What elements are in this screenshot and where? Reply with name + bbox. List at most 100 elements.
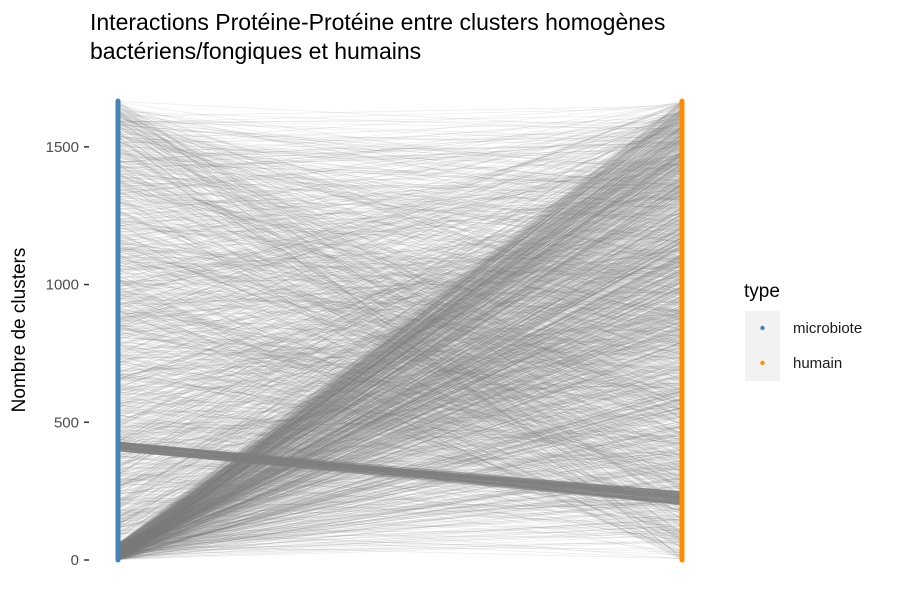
- link-line: [117, 147, 683, 558]
- link-line: [117, 158, 683, 560]
- link-line: [117, 199, 683, 380]
- link-line: [117, 211, 683, 408]
- link-line: [117, 318, 683, 552]
- link-line: [117, 237, 683, 556]
- link-line: [117, 135, 683, 552]
- link-line: [117, 227, 683, 561]
- link-line: [117, 320, 683, 332]
- link-line: [117, 156, 683, 188]
- link-line: [117, 278, 683, 552]
- link-line: [117, 310, 683, 546]
- link-line: [117, 346, 683, 548]
- link-line: [117, 169, 683, 558]
- link-line: [117, 164, 683, 320]
- link-line: [117, 335, 683, 551]
- link-line: [117, 342, 683, 561]
- link-line: [117, 240, 683, 355]
- link-line: [117, 121, 683, 560]
- link-line: [117, 132, 683, 525]
- link-line: [117, 297, 683, 552]
- link-line: [117, 155, 683, 372]
- link-line: [117, 149, 683, 549]
- link-line: [117, 261, 683, 395]
- link-line: [117, 112, 683, 213]
- link-line: [117, 361, 683, 449]
- link-line: [117, 254, 683, 552]
- link-line: [117, 316, 683, 551]
- link-line: [117, 131, 683, 475]
- link-line: [117, 114, 683, 305]
- link-line: [117, 250, 683, 548]
- link-line: [117, 159, 683, 558]
- link-line: [117, 250, 683, 499]
- link-line: [117, 311, 683, 337]
- link-line: [117, 382, 683, 407]
- link-line: [117, 374, 683, 548]
- link-line: [117, 126, 683, 555]
- link-line: [117, 132, 683, 216]
- link-line: [117, 197, 683, 505]
- link-line: [117, 345, 683, 557]
- link-line: [117, 165, 683, 405]
- link-line: [117, 113, 683, 561]
- link-line: [117, 163, 683, 545]
- link-line: [117, 439, 683, 483]
- link-line: [117, 143, 683, 274]
- link-line: [117, 425, 683, 440]
- link-line: [117, 425, 683, 551]
- link-line: [117, 120, 683, 365]
- link-line: [117, 285, 683, 502]
- link-line: [117, 299, 683, 550]
- link-line: [117, 155, 683, 549]
- link-line: [117, 213, 683, 321]
- link-line: [117, 174, 683, 561]
- link-line: [117, 468, 683, 551]
- link-line: [117, 476, 683, 556]
- link-line: [117, 206, 683, 305]
- link-line: [117, 156, 683, 558]
- link-line: [117, 279, 683, 344]
- link-line: [117, 195, 683, 435]
- link-line: [117, 209, 683, 553]
- link-line: [117, 253, 683, 558]
- link-line: [117, 154, 683, 559]
- link-line: [117, 114, 683, 557]
- link-line: [117, 261, 683, 353]
- link-line: [117, 231, 683, 537]
- link-line: [117, 135, 683, 560]
- link-line: [117, 222, 683, 521]
- link-line: [117, 139, 683, 553]
- link-line: [117, 258, 683, 379]
- link-line: [117, 268, 683, 553]
- link-line: [117, 163, 683, 549]
- link-line: [117, 220, 683, 560]
- link-line: [117, 281, 683, 559]
- link-line: [117, 203, 683, 560]
- link-line: [117, 181, 683, 427]
- link-line: [117, 225, 683, 546]
- link-line: [117, 301, 683, 550]
- link-line: [117, 151, 683, 491]
- link-line: [117, 188, 683, 549]
- link-line: [117, 272, 683, 553]
- link-line: [117, 256, 683, 549]
- link-line: [117, 244, 683, 558]
- link-line: [117, 280, 683, 554]
- link-line: [117, 101, 683, 559]
- link-line: [117, 250, 683, 520]
- link-line: [117, 157, 683, 286]
- link-line: [117, 387, 683, 475]
- link-line: [117, 213, 683, 544]
- link-line: [117, 192, 683, 560]
- link-line: [117, 404, 683, 561]
- link-line: [117, 399, 683, 555]
- link-line: [117, 303, 683, 558]
- link-line: [117, 198, 683, 558]
- link-line: [117, 259, 683, 559]
- link-line: [117, 170, 683, 556]
- link-line: [117, 188, 683, 547]
- link-line: [117, 532, 683, 553]
- link-line: [117, 217, 683, 551]
- link-line: [117, 477, 683, 560]
- link-line: [117, 302, 683, 317]
